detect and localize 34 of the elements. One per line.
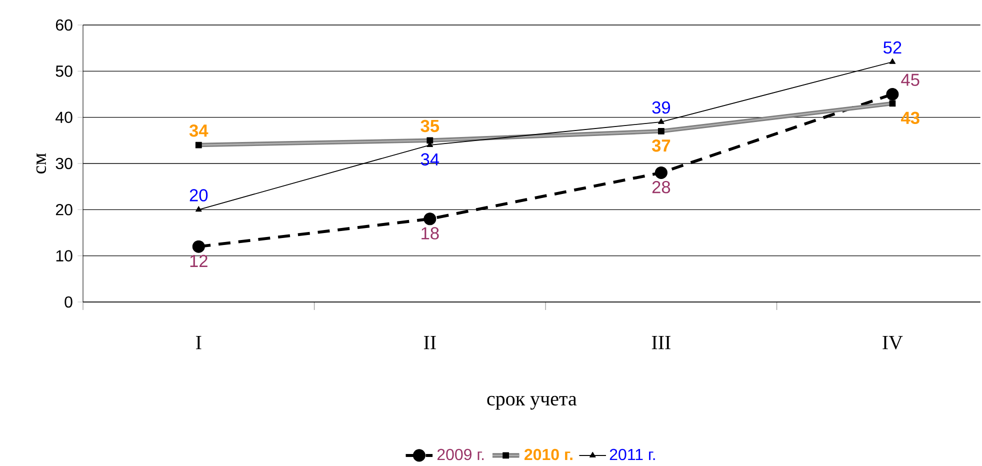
legend-label: 2011 г. <box>610 448 655 460</box>
data-label: 37 <box>652 139 670 152</box>
data-label: 28 <box>652 180 670 194</box>
data-label: 35 <box>420 120 440 132</box>
x-tick-label: III <box>652 336 670 350</box>
y-axis-title: см <box>36 153 46 174</box>
x-tick-label: I <box>196 336 202 350</box>
data-label: 18 <box>422 227 439 240</box>
x-axis-title: срок учета <box>487 396 577 410</box>
data-label: 39 <box>652 101 670 114</box>
point <box>658 118 664 124</box>
y-tick-label: 50 <box>56 66 72 77</box>
data-label: 12 <box>190 254 208 267</box>
y-tick-label: 20 <box>56 204 72 216</box>
legend-label: 2010 г. <box>524 448 572 460</box>
y-tick-label: 40 <box>56 112 72 123</box>
data-label: 52 <box>884 41 902 54</box>
point <box>192 240 205 253</box>
point <box>195 206 202 212</box>
point <box>424 212 436 226</box>
x-tick-label: IV <box>882 336 903 350</box>
y-tick-label: 10 <box>56 250 72 262</box>
data-label: 45 <box>901 74 920 86</box>
point <box>654 166 668 179</box>
data-label: 34 <box>189 124 208 137</box>
data-label: 34 <box>420 153 440 166</box>
data-label: 20 <box>190 189 208 202</box>
y-tick-label: 30 <box>56 158 72 170</box>
legend-label: 2009 г. <box>437 448 484 460</box>
point <box>889 58 896 64</box>
y-tick-label: 60 <box>56 19 72 31</box>
y-tick-label: 0 <box>64 296 72 308</box>
point <box>886 88 899 101</box>
x-tick-label: II <box>424 336 436 350</box>
